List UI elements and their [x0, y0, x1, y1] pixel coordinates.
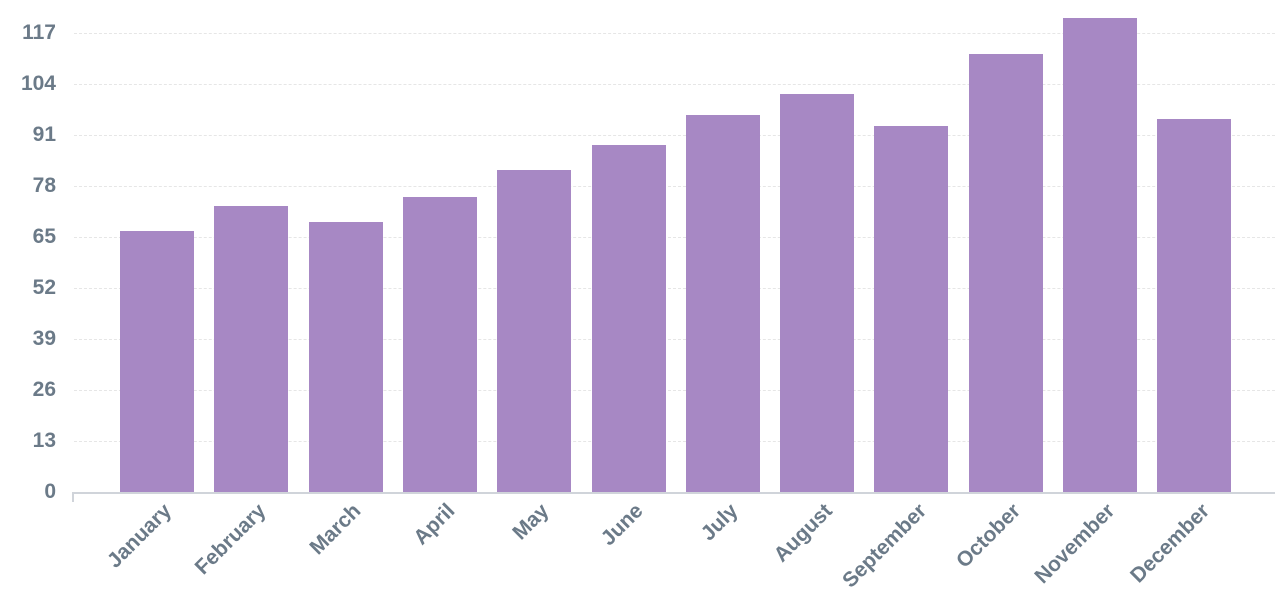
x-axis-origin-tick	[72, 492, 74, 502]
x-tick-label: January	[103, 499, 177, 573]
y-tick-label: 78	[32, 174, 56, 197]
y-tick-label: 26	[32, 378, 56, 401]
y-tick-label: 52	[32, 276, 56, 299]
gridline	[74, 186, 1275, 187]
bar-june[interactable]	[591, 144, 666, 492]
gridline	[74, 390, 1275, 391]
bar-february[interactable]	[214, 206, 289, 492]
bar-december[interactable]	[1157, 118, 1232, 492]
y-tick-label: 39	[32, 327, 56, 350]
gridline	[74, 33, 1275, 34]
bar-november[interactable]	[1063, 18, 1137, 492]
bar-july[interactable]	[685, 114, 760, 492]
gridline	[74, 339, 1275, 340]
bar-april[interactable]	[402, 196, 477, 492]
x-tick-label: April	[409, 499, 460, 550]
bar-september[interactable]	[874, 125, 949, 492]
gridline	[74, 441, 1275, 442]
x-tick-label: June	[597, 499, 649, 551]
gridline	[74, 135, 1275, 136]
gridline	[74, 237, 1275, 238]
x-tick-label: October	[952, 499, 1026, 573]
bar-january[interactable]	[120, 231, 194, 492]
x-tick-label: February	[191, 499, 271, 580]
y-tick-label: 13	[32, 429, 56, 452]
y-tick-label: 104	[20, 72, 56, 95]
x-axis-line	[72, 492, 1275, 494]
bar-may[interactable]	[497, 169, 572, 492]
bar-october[interactable]	[968, 54, 1043, 492]
x-tick-label: March	[305, 499, 366, 560]
x-tick-label: November	[1030, 499, 1120, 589]
x-tick-label: December	[1125, 499, 1214, 588]
bar-march[interactable]	[308, 222, 383, 492]
gridline	[74, 288, 1275, 289]
y-tick-label: 0	[44, 480, 56, 503]
x-tick-label: August	[769, 499, 837, 567]
y-tick-label: 91	[32, 123, 56, 146]
y-tick-label: 117	[22, 21, 56, 44]
gridline	[74, 84, 1275, 85]
x-tick-label: September	[837, 499, 931, 593]
x-tick-label: July	[696, 499, 743, 546]
bar-august[interactable]	[780, 93, 855, 492]
x-tick-label: May	[508, 499, 554, 545]
y-tick-label: 65	[32, 225, 56, 248]
